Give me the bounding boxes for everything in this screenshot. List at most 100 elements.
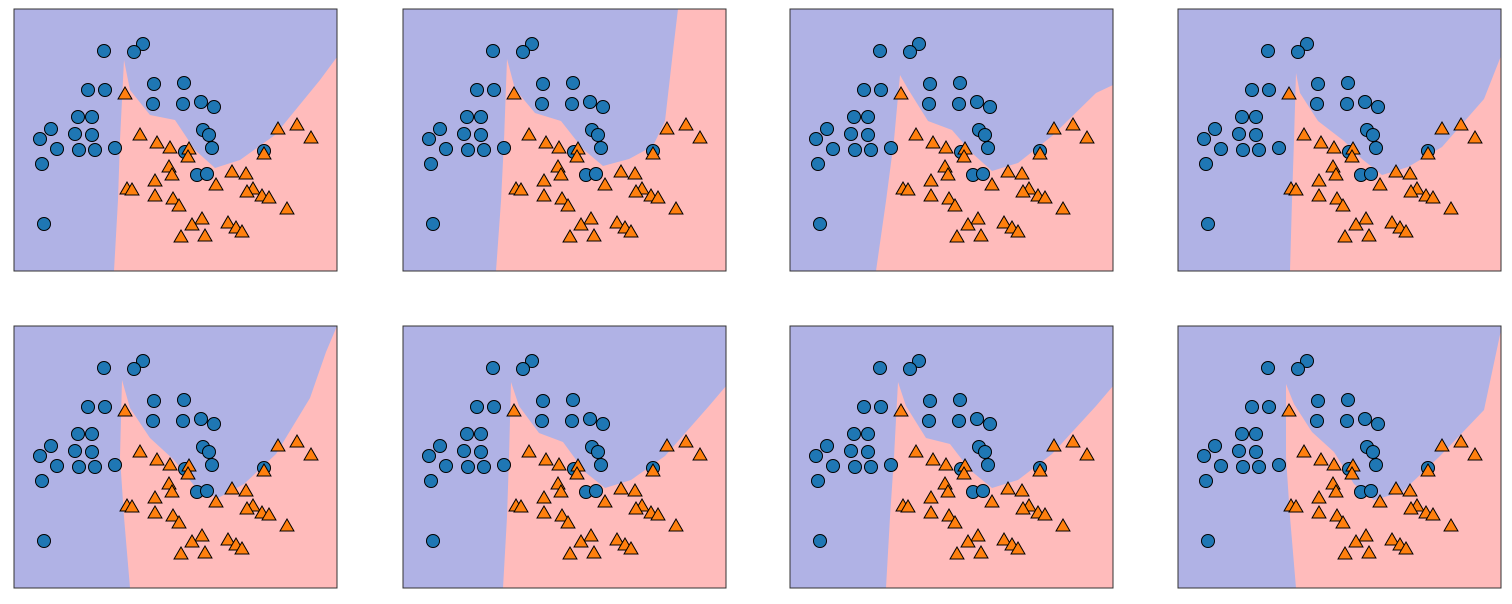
circle-point: [477, 143, 491, 157]
circle-point: [497, 458, 511, 472]
triangle-point: [303, 447, 319, 461]
triangle-point: [1296, 127, 1312, 141]
circle-point: [146, 414, 160, 428]
circle-point: [461, 460, 475, 474]
circle-point: [1310, 97, 1324, 111]
circle-point: [177, 76, 191, 90]
triangle-point: [1313, 452, 1329, 466]
circle-point: [424, 157, 438, 171]
triangle-point: [197, 228, 213, 242]
triangle-point: [923, 490, 939, 504]
circle-point: [81, 83, 95, 97]
triangle-point: [234, 224, 250, 238]
triangle-point: [941, 191, 957, 205]
circle-point: [535, 97, 549, 111]
circle-point: [861, 110, 875, 124]
triangle-point: [1010, 541, 1026, 555]
triangle-point: [117, 403, 133, 417]
triangle-point: [521, 127, 537, 141]
circle-point: [811, 474, 825, 488]
circle-point: [861, 427, 875, 441]
triangle-point: [149, 135, 165, 149]
circle-point: [864, 143, 878, 157]
circle-point: [976, 484, 990, 498]
triangle-point: [171, 198, 187, 212]
circle-point: [809, 449, 823, 463]
circle-point: [813, 534, 827, 548]
triangle-point: [1335, 198, 1351, 212]
triangle-point: [521, 444, 537, 458]
circle-point: [525, 354, 539, 368]
triangle-point: [220, 215, 236, 229]
circle-point: [970, 412, 984, 426]
triangle-point: [162, 457, 178, 471]
triangle-point: [938, 140, 954, 154]
triangle-point: [1388, 481, 1404, 495]
circle-point: [983, 417, 997, 431]
circle-point: [861, 445, 875, 459]
circle-point: [200, 484, 214, 498]
circle-point: [594, 141, 608, 155]
circle-point: [33, 132, 47, 146]
triangle-point: [538, 452, 554, 466]
triangle-point: [124, 499, 140, 513]
circle-point: [88, 460, 102, 474]
triangle-point: [984, 494, 1000, 508]
circle-point: [1236, 460, 1250, 474]
triangle-point: [996, 532, 1012, 546]
plot-frame: [13, 325, 338, 589]
circle-point: [474, 445, 488, 459]
circle-point: [596, 100, 610, 114]
triangle-point: [171, 515, 187, 529]
circle-point: [194, 412, 208, 426]
triangle-point: [938, 457, 954, 471]
triangle-point: [1453, 117, 1469, 131]
triangle-point: [569, 466, 585, 480]
triangle-point: [923, 173, 939, 187]
triangle-point: [1015, 501, 1031, 515]
triangle-point: [132, 444, 148, 458]
triangle-point: [1014, 166, 1030, 180]
circle-point: [470, 83, 484, 97]
triangle-point: [238, 166, 254, 180]
circle-point: [98, 83, 112, 97]
triangle-point: [1311, 188, 1327, 202]
triangle-point: [613, 481, 629, 495]
triangle-point: [553, 167, 569, 181]
circle-point: [439, 459, 453, 473]
circle-point: [923, 77, 937, 91]
circle-point: [1197, 132, 1211, 146]
circle-point: [50, 142, 64, 156]
triangle-point: [538, 135, 554, 149]
circle-point: [525, 37, 539, 51]
triangle-point: [270, 121, 286, 135]
circle-point: [474, 110, 488, 124]
circle-point: [202, 445, 216, 459]
triangle-point: [940, 167, 956, 181]
circle-point: [1252, 460, 1266, 474]
triangle-point: [1337, 229, 1353, 243]
triangle-point: [908, 127, 924, 141]
triangle-point: [256, 146, 272, 160]
triangle-point: [1372, 494, 1388, 508]
circle-point: [1245, 400, 1259, 414]
triangle-point: [650, 190, 666, 204]
triangle-point: [1032, 463, 1048, 477]
triangle-point: [1055, 201, 1071, 215]
circle-point: [108, 458, 122, 472]
circle-point: [68, 444, 82, 458]
circle-point: [864, 460, 878, 474]
circle-point: [85, 445, 99, 459]
triangle-point: [949, 229, 965, 243]
triangle-point: [970, 211, 986, 225]
circle-point: [1249, 110, 1263, 124]
circle-point: [952, 97, 966, 111]
circle-point: [497, 141, 511, 155]
triangle-point: [573, 534, 589, 548]
triangle-point: [678, 117, 694, 131]
circle-point: [976, 167, 990, 181]
triangle-point: [1311, 505, 1327, 519]
plot-frame: [402, 8, 727, 272]
